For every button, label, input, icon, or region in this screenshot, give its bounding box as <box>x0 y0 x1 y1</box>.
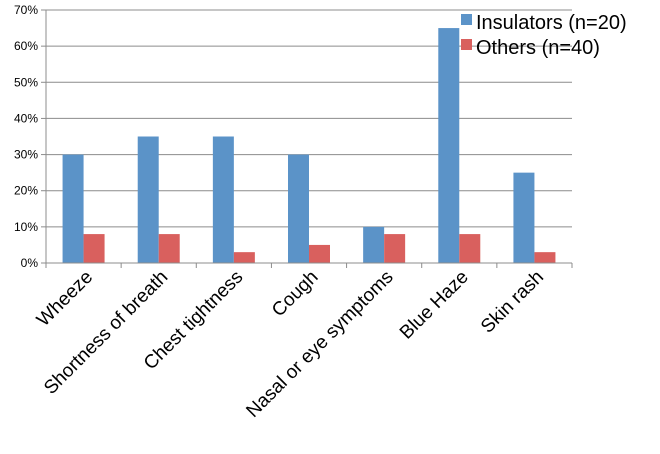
x-category-label: Cough <box>268 267 322 321</box>
bar-others <box>384 234 406 263</box>
bar-insulators <box>438 28 460 264</box>
bar-others <box>83 234 105 263</box>
x-category-label: Nasal or eye symptoms <box>242 267 397 422</box>
legend-swatch <box>461 14 472 25</box>
x-category-label: Skin rash <box>477 267 548 338</box>
bar-others <box>158 234 180 263</box>
y-tick-label: 0% <box>21 256 39 270</box>
axes <box>41 9 573 268</box>
y-tick-label: 30% <box>14 148 38 162</box>
bars <box>62 28 556 264</box>
y-tick-label: 50% <box>14 75 38 89</box>
bar-insulators <box>137 136 159 263</box>
bar-others <box>233 252 255 263</box>
legend: Insulators (n=20) Others (n=40) <box>461 12 627 59</box>
bar-others <box>534 252 556 263</box>
y-tick-label: 10% <box>14 220 38 234</box>
legend-label: Insulators (n=20) <box>476 12 627 34</box>
x-category-label: Wheeze <box>33 267 97 331</box>
x-category-label: Blue Haze <box>396 267 473 344</box>
x-category-label: Shortness of breath <box>40 267 172 399</box>
bar-others <box>459 234 481 263</box>
legend-swatch <box>461 39 472 50</box>
y-tick-label: 20% <box>14 184 38 198</box>
bar-others <box>309 244 330 263</box>
y-tick-label: 70% <box>14 3 38 17</box>
bar-insulators <box>212 136 234 263</box>
bar-insulators <box>513 172 535 263</box>
bar-insulators <box>288 154 309 263</box>
y-axis-tick-labels: 0% 10% 20% 30% 40% 50% 60% 70% <box>14 3 38 270</box>
legend-label: Others (n=40) <box>476 37 600 59</box>
bar-insulators <box>62 154 84 263</box>
y-tick-label: 60% <box>14 39 38 53</box>
y-tick-label: 40% <box>14 111 38 125</box>
bar-insulators <box>363 226 385 263</box>
